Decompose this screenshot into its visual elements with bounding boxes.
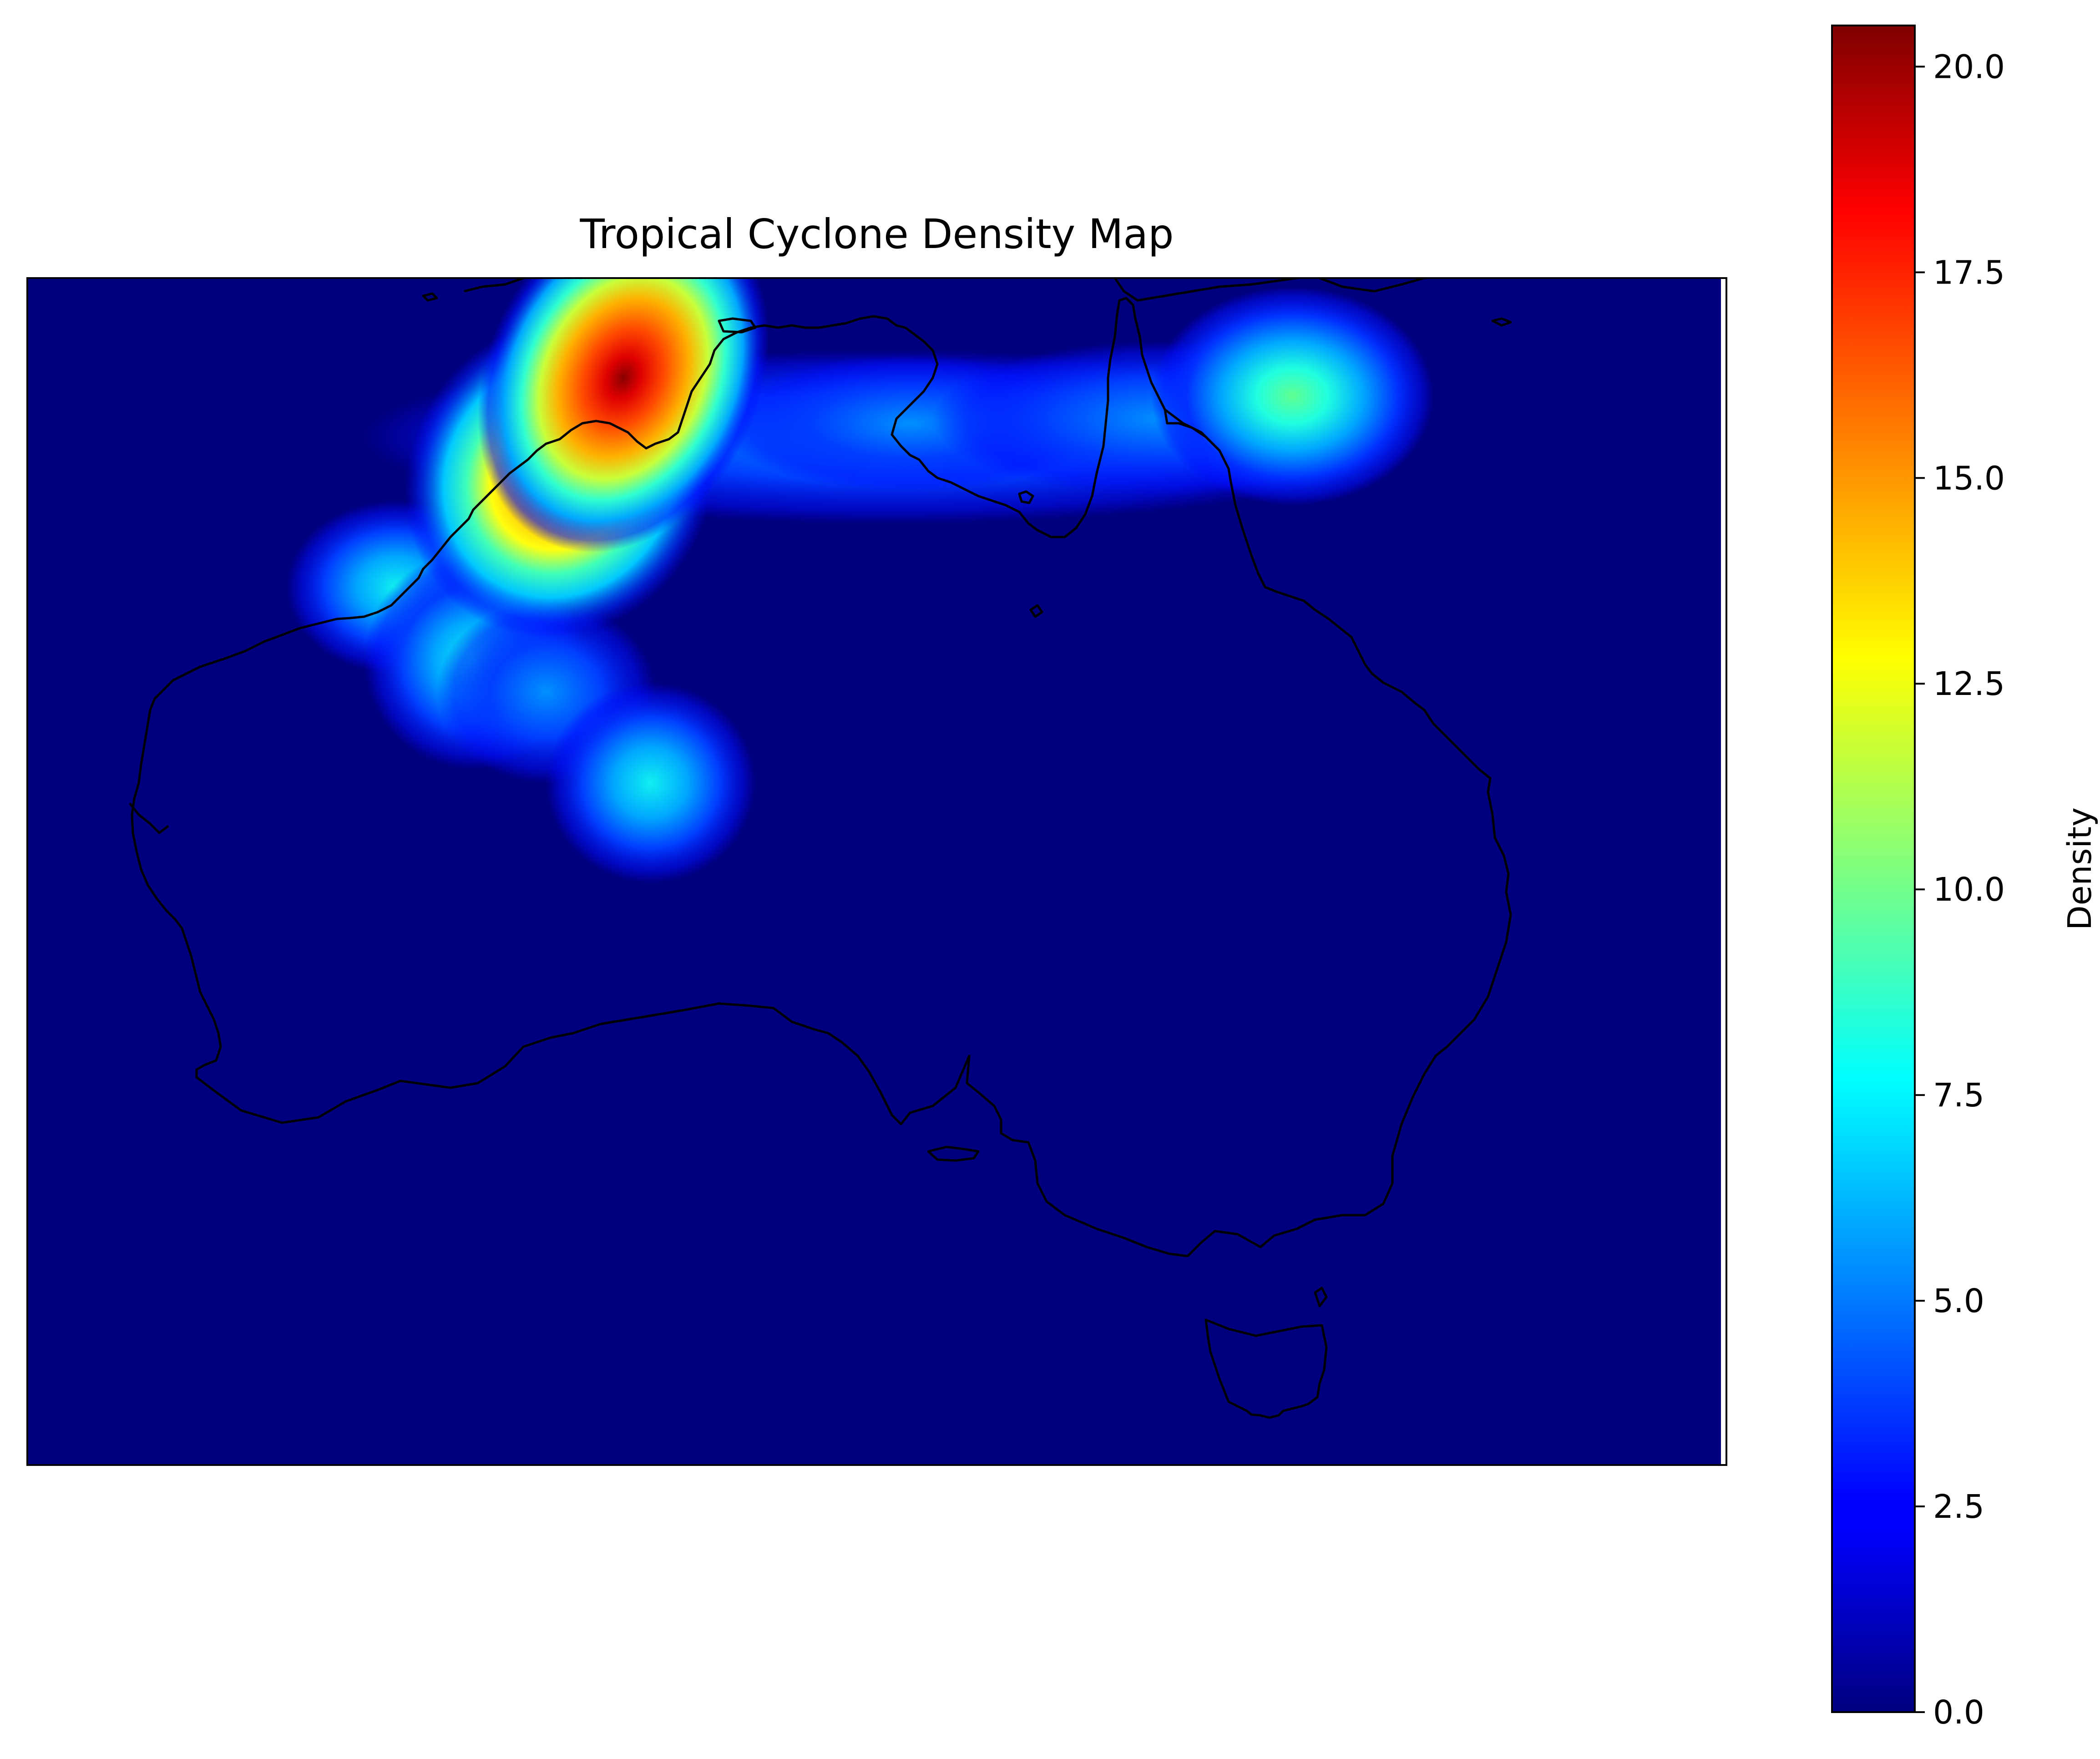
- colorbar-tick-label: 15.0: [1933, 459, 2005, 497]
- chart-title: Tropical Cyclone Density Map: [580, 210, 1174, 258]
- colorbar-tick-label: 0.0: [1933, 1693, 1984, 1731]
- coastline-tasmania: [1204, 1318, 1328, 1419]
- coastline-groote-island: [1018, 490, 1034, 504]
- map-edge-strip: [1721, 278, 1726, 1465]
- map-frame: [26, 277, 1727, 1466]
- density-coral-sea: [1151, 287, 1433, 505]
- coastline-small-island-3: [1491, 317, 1512, 327]
- colorbar-tick-label: 20.0: [1933, 48, 2005, 86]
- coastline-small-island-1: [422, 292, 438, 302]
- map-area: [27, 278, 1726, 1465]
- coastline-timor: [464, 278, 524, 293]
- colorbar-tick-label: 5.0: [1933, 1282, 1984, 1320]
- colorbar-tick-label: 2.5: [1933, 1488, 1984, 1526]
- coastline-flinders-island: [1314, 1287, 1328, 1308]
- coastline-cape-york-detail: [1164, 409, 1220, 451]
- colorbar-tick-label: 17.5: [1933, 253, 2005, 291]
- density-field: [287, 278, 1433, 883]
- coastline-mainland: [131, 297, 1512, 1257]
- colorbar-label: Density: [2061, 807, 2099, 930]
- coastline-sharkbay: [129, 802, 169, 834]
- coastline-small-island-2: [1319, 278, 1425, 293]
- coastline-new-guinea-south: [1113, 278, 1297, 302]
- colorbar-tick-label: 7.5: [1933, 1076, 1984, 1114]
- colorbar: 0.0 2.5 5.0 7.5 10.0 12.5 15.0 17.5 20.0 Density: [1831, 25, 2099, 1731]
- density-kimberley-peak: [477, 278, 769, 553]
- coastline-melville-island: [718, 317, 757, 334]
- colorbar-tick-label: 10.0: [1933, 871, 2005, 908]
- coastline-small-island-4: [1029, 604, 1043, 618]
- colorbar-frame: [1831, 25, 1916, 1713]
- colorbar-gradient: [1832, 25, 1915, 1712]
- coastlines: [129, 278, 1512, 1419]
- colorbar-tick-label: 12.5: [1933, 665, 2005, 703]
- density-inland-wa: [546, 683, 755, 883]
- colorbar-ticks: 0.0 2.5 5.0 7.5 10.0 12.5 15.0 17.5 20.0: [1915, 48, 2005, 1731]
- coastline-kangaroo-island: [927, 1146, 980, 1162]
